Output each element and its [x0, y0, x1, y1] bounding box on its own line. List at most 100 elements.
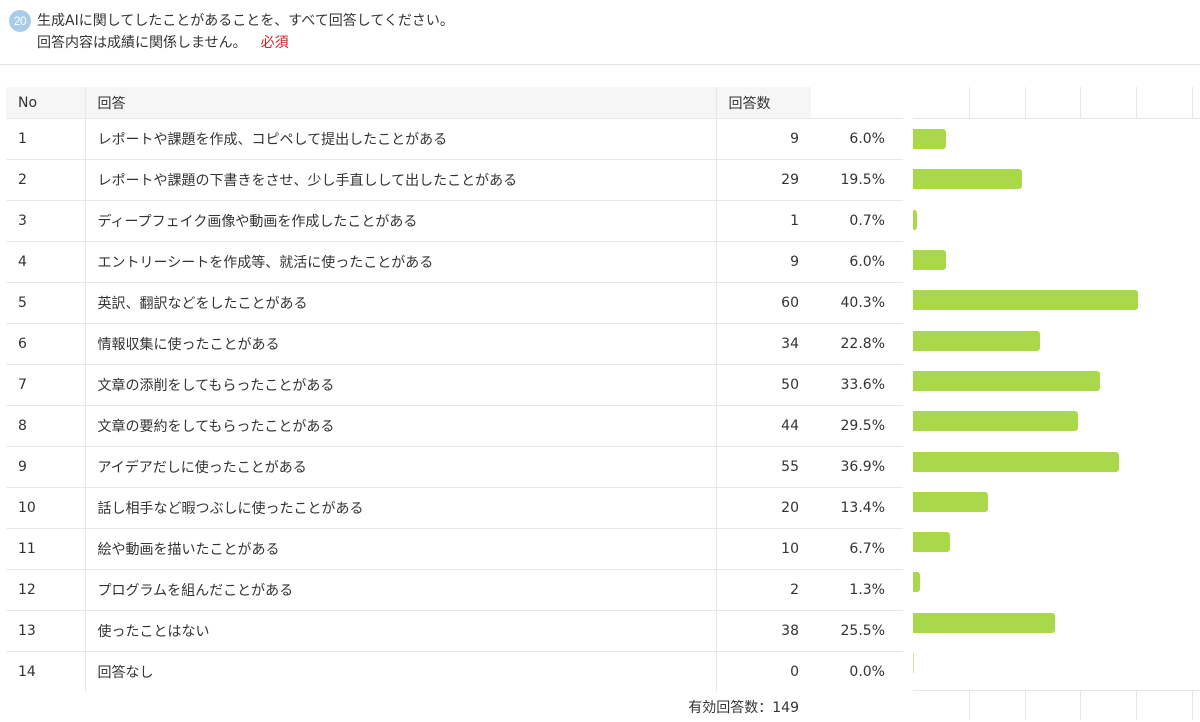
required-label: 必須 [261, 35, 289, 51]
header-pct-blank [811, 87, 903, 119]
answer-percent: 1.3% [811, 570, 903, 611]
bar-3 [913, 210, 917, 230]
bar-11 [913, 532, 950, 552]
chart-gridline [1025, 87, 1026, 118]
answer-label: 使ったことはない [85, 611, 716, 652]
answer-percent: 25.5% [811, 611, 903, 652]
row-number: 2 [6, 160, 85, 201]
bar-12 [913, 572, 920, 592]
answer-count: 9 [716, 242, 811, 283]
header-answer: 回答 [85, 87, 716, 119]
chart-gridline [1080, 691, 1081, 720]
answer-label: 文章の要約をしてもらったことがある [85, 406, 716, 447]
answer-label: 絵や動画を描いたことがある [85, 529, 716, 570]
row-number: 12 [6, 570, 85, 611]
bar-1 [913, 129, 946, 149]
answer-label: エントリーシートを作成等、就活に使ったことがある [85, 242, 716, 283]
row-number: 13 [6, 611, 85, 652]
answer-percent: 36.9% [811, 447, 903, 488]
chart-grid-top [913, 87, 1200, 119]
total-responses: 有効回答数：149 [85, 692, 811, 722]
answer-count: 44 [716, 406, 811, 447]
answer-count: 50 [716, 365, 811, 406]
answer-label: 話し相手など暇つぶしに使ったことがある [85, 488, 716, 529]
answer-label: レポートや課題の下書きをさせ、少し手直しして出したことがある [85, 160, 716, 201]
row-number: 5 [6, 283, 85, 324]
question-text-block: 生成AIに関してしたことがあることを、すべて回答してください。 回答内容は成績に… [37, 10, 454, 54]
bar-9 [913, 452, 1119, 472]
answer-percent: 0.0% [811, 652, 903, 693]
bar-10 [913, 492, 988, 512]
row-number: 1 [6, 119, 85, 160]
total-row: 有効回答数：149 [6, 692, 903, 722]
row-number: 8 [6, 406, 85, 447]
answer-percent: 6.0% [811, 119, 903, 160]
answer-count: 38 [716, 611, 811, 652]
bar-4 [913, 250, 946, 270]
row-number: 7 [6, 365, 85, 406]
row-number: 10 [6, 488, 85, 529]
answer-percent: 6.7% [811, 529, 903, 570]
chart-gridline [1136, 691, 1137, 720]
header-no: No [6, 87, 85, 119]
answer-count: 0 [716, 652, 811, 693]
answer-count: 55 [716, 447, 811, 488]
bar-7 [913, 371, 1100, 391]
row-number: 11 [6, 529, 85, 570]
header-count: 回答数 [716, 87, 811, 119]
question-header: 20 生成AIに関してしたことがあることを、すべて回答してください。 回答内容は… [0, 0, 1200, 64]
chart-grid-bottom [913, 690, 1200, 720]
bar-2 [913, 169, 1022, 189]
answer-label: 回答なし [85, 652, 716, 693]
answer-count: 10 [716, 529, 811, 570]
chart-gridline [969, 691, 970, 720]
chart-gridline [1136, 87, 1137, 118]
chart-gridline [1192, 691, 1193, 720]
answer-percent: 22.8% [811, 324, 903, 365]
row-number: 4 [6, 242, 85, 283]
answer-label: 情報収集に使ったことがある [85, 324, 716, 365]
answer-count: 29 [716, 160, 811, 201]
answer-label: 英訳、翻訳などをしたことがある [85, 283, 716, 324]
answer-label: アイデアだしに使ったことがある [85, 447, 716, 488]
table-header-row: No 回答 回答数 [6, 87, 903, 119]
row-number: 9 [6, 447, 85, 488]
answer-count: 9 [716, 119, 811, 160]
bar-13 [913, 613, 1055, 633]
header-divider [0, 64, 1200, 65]
answer-percent: 19.5% [811, 160, 903, 201]
bar-6 [913, 331, 1040, 351]
chart-gridline [1192, 87, 1193, 118]
answer-label: 文章の添削をしてもらったことがある [85, 365, 716, 406]
answer-percent: 13.4% [811, 488, 903, 529]
row-number: 6 [6, 324, 85, 365]
total-row-spacer [6, 692, 85, 722]
answer-percent: 29.5% [811, 406, 903, 447]
row-number: 3 [6, 201, 85, 242]
answer-label: レポートや課題を作成、コピペして提出したことがある [85, 119, 716, 160]
bar-8 [913, 411, 1078, 431]
answer-count: 34 [716, 324, 811, 365]
total-row-spacer-3 [811, 692, 903, 722]
answer-percent: 0.7% [811, 201, 903, 242]
answer-percent: 33.6% [811, 365, 903, 406]
question-number-badge: 20 [9, 10, 31, 32]
question-note-line: 回答内容は成績に関係しません。必須 [37, 32, 454, 54]
chart-gridline [969, 87, 970, 118]
answer-count: 20 [716, 488, 811, 529]
question-note: 回答内容は成績に関係しません。 [37, 35, 247, 51]
